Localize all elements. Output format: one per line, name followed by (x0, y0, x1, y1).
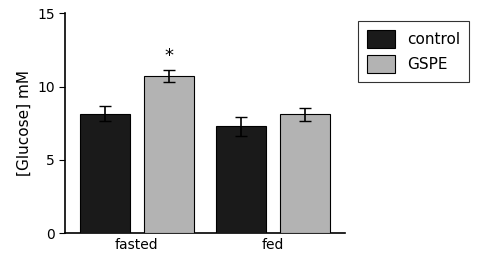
Bar (80, 114, 130, 233)
Legend: control, GSPE: control, GSPE (358, 21, 470, 82)
Bar (216, 126, 266, 233)
Bar (144, 76, 194, 233)
Bar (280, 114, 330, 233)
Text: *: * (164, 47, 173, 65)
Y-axis label: [Glucose] mM: [Glucose] mM (16, 70, 32, 176)
